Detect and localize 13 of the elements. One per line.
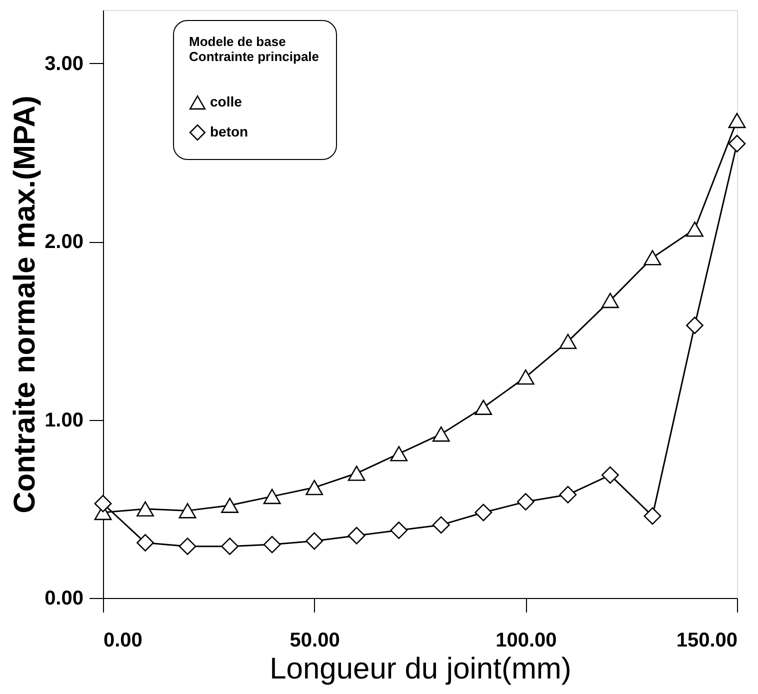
- y-tick-label: 3.00: [44, 52, 84, 75]
- y-tick-label: 1.00: [44, 409, 84, 432]
- y-axis-title: Contraite normale max.(MPA): [8, 96, 42, 514]
- legend-title: Modele de base Contrainte principale: [189, 34, 320, 64]
- y-tick-label: 2.00: [44, 231, 84, 254]
- x-tick-label: 0.00: [104, 630, 142, 652]
- legend-label: colle: [210, 94, 242, 110]
- x-tick-label: 50.00: [290, 630, 340, 652]
- y-tick-label: 0.00: [44, 588, 84, 610]
- x-axis-title: Longueur du joint(mm): [270, 652, 572, 686]
- x-tick-label: 150.00: [676, 630, 738, 652]
- legend-label: beton: [210, 124, 248, 140]
- x-tick-label: 100.00: [496, 630, 557, 652]
